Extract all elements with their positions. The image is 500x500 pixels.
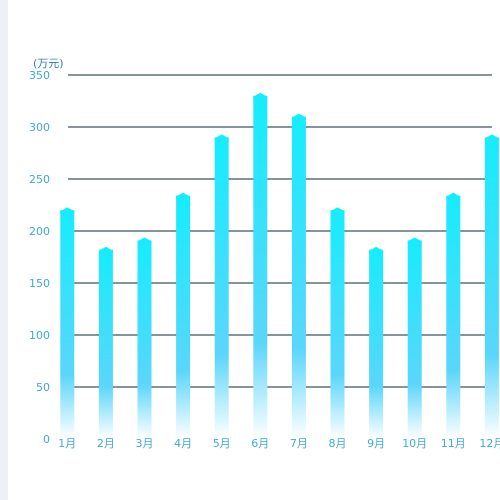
left-gutter	[0, 0, 8, 500]
y-tick-label: 50	[36, 381, 50, 394]
bar-body	[137, 240, 152, 439]
bar	[176, 192, 191, 439]
bar-body	[446, 195, 461, 439]
bar-cap	[330, 207, 345, 214]
x-tick-label: 6月	[251, 437, 269, 450]
bar	[98, 246, 113, 439]
x-tick-label: 1月	[58, 437, 76, 450]
x-tick-label: 12月	[479, 437, 500, 450]
grid-lines	[68, 74, 492, 388]
y-axis-unit-label: (万元)	[33, 57, 64, 70]
x-tick-label: 2月	[97, 437, 115, 450]
bar-cap	[369, 246, 384, 253]
x-tick-label: 8月	[329, 437, 347, 450]
bar-body	[214, 137, 229, 439]
bar-cap	[98, 246, 113, 253]
x-tick-label: 9月	[367, 437, 385, 450]
bar	[369, 246, 384, 439]
bar-body	[484, 137, 499, 439]
y-tick-label: 250	[29, 173, 50, 186]
bar-cap	[291, 113, 306, 120]
bar-body	[253, 95, 268, 440]
y-axis-ticks: 0 50 100 150 200 250 300 350	[29, 69, 50, 446]
bar-cap	[214, 134, 229, 141]
x-tick-label: 5月	[213, 437, 231, 450]
bar-cap	[407, 237, 422, 244]
y-tick-label: 350	[29, 69, 50, 82]
bars	[60, 92, 499, 440]
x-tick-label: 11月	[441, 437, 466, 450]
bar	[446, 192, 461, 439]
bar-cap	[446, 192, 461, 199]
bar-body	[407, 240, 422, 439]
bar-cap	[484, 134, 499, 141]
bar-body	[369, 249, 384, 439]
y-tick-label: 150	[29, 277, 50, 290]
bar-body	[98, 249, 113, 439]
x-tick-label: 3月	[136, 437, 154, 450]
bar-body	[176, 195, 191, 439]
y-tick-label: 300	[29, 121, 50, 134]
bar-cap	[60, 207, 75, 214]
bar	[60, 207, 75, 439]
y-tick-label: 100	[29, 329, 50, 342]
bar-body	[330, 210, 345, 439]
bar-body	[291, 116, 306, 439]
y-tick-label: 200	[29, 225, 50, 238]
bar	[253, 92, 268, 440]
x-tick-label: 10月	[402, 437, 427, 450]
bar-body	[60, 210, 75, 439]
bar-cap	[137, 237, 152, 244]
x-axis-ticks: 1月 2月 3月 4月 5月 6月 7月 8月 9月 10月 11月 12月	[58, 437, 500, 450]
bar-cap	[253, 92, 268, 99]
bar	[137, 237, 152, 439]
bar	[330, 207, 345, 439]
bar	[214, 134, 229, 439]
bar-cap	[176, 192, 191, 199]
bar	[291, 113, 306, 439]
bar	[407, 237, 422, 439]
y-tick-label: 0	[43, 433, 50, 446]
x-tick-label: 7月	[290, 437, 308, 450]
bar	[484, 134, 499, 439]
x-tick-label: 4月	[174, 437, 192, 450]
